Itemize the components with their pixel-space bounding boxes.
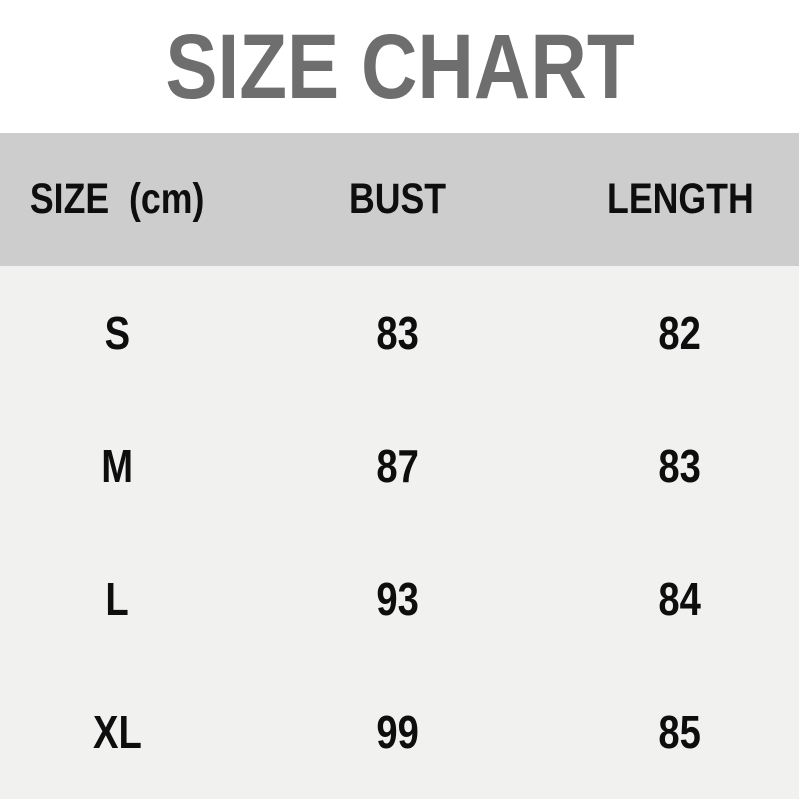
table-row-l: L 93 84 [0,533,799,666]
table-row-s: S 83 82 [0,266,799,399]
bust-cell: 87 [235,443,561,489]
size-value: S [104,306,131,359]
length-value: 82 [658,306,702,359]
bust-value: 93 [376,573,420,626]
table-row-xl: XL 99 85 [0,666,799,799]
header-cell-bust: BUST [235,178,561,221]
length-value: 85 [658,706,702,759]
header-cell-bust-label: BUST [349,175,447,223]
bust-cell: 93 [235,576,561,622]
size-value: XL [93,706,142,759]
bust-cell: 99 [235,709,561,755]
header-row: SIZE (cm) BUST LENGTH [0,133,799,266]
header-cell-length: LENGTH [561,178,799,221]
length-cell: 84 [561,576,799,622]
header-cell-size-label: SIZE (cm) [30,175,205,223]
size-cell: M [0,443,235,489]
size-cell: S [0,310,235,356]
header-cell-length-label: LENGTH [606,175,754,223]
length-value: 84 [658,573,702,626]
page-title: SIZE CHART [124,21,676,113]
table-row-m: M 87 83 [0,399,799,532]
size-value: M [101,439,134,492]
page-title-text: SIZE CHART [164,15,635,118]
size-value: L [105,573,130,626]
size-chart-table: SIZE (cm) BUST LENGTH S 83 82 M 87 83 L … [0,133,799,799]
length-value: 83 [658,439,702,492]
bust-value: 83 [376,306,420,359]
bust-cell: 83 [235,310,561,356]
size-cell: XL [0,709,235,755]
length-cell: 85 [561,709,799,755]
length-cell: 82 [561,310,799,356]
title-bar: SIZE CHART [0,0,799,133]
bust-value: 99 [376,706,420,759]
size-cell: L [0,576,235,622]
bust-value: 87 [376,439,420,492]
length-cell: 83 [561,443,799,489]
header-cell-size: SIZE (cm) [0,178,235,221]
